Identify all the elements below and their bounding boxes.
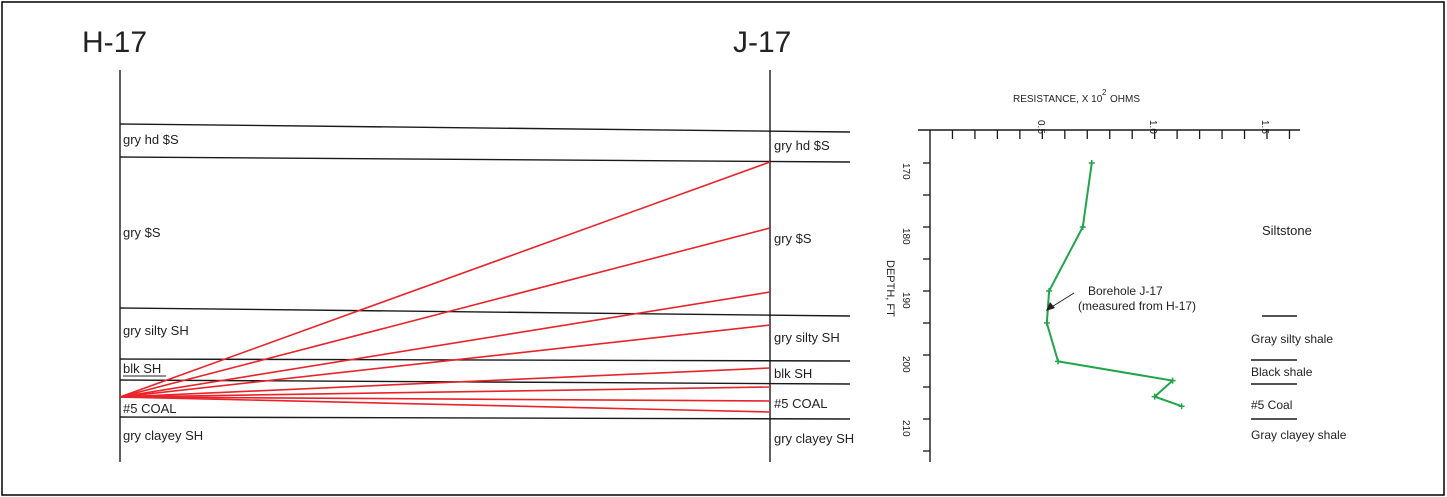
correlation-rays [119, 161, 771, 413]
callout-line-1: Borehole J-17 [1088, 284, 1163, 298]
well-title-right: J-17 [733, 26, 791, 59]
boundary-line [119, 358, 851, 362]
callout-arrowhead [1046, 302, 1055, 311]
curve-line [1045, 162, 1182, 408]
left-layer-label: gry hd $S [123, 132, 179, 147]
correlation-ray [119, 367, 771, 398]
curve-point [1043, 320, 1050, 326]
right-layer-label: blk SH [774, 366, 812, 381]
well-title-left: H-17 [82, 26, 147, 59]
curve-point [1088, 160, 1095, 166]
curve-point [1055, 358, 1062, 365]
right-layer-label: #5 COAL [774, 396, 827, 411]
left-layer-label: gry clayey SH [123, 428, 203, 443]
right-layer-label: gry silty SH [774, 330, 840, 345]
y-tick-label: 200 [900, 356, 911, 373]
y-tick-label: 170 [900, 163, 911, 180]
resistivity-curve [1043, 160, 1185, 410]
x-axis-superscript: 2 [1102, 88, 1107, 97]
lithology-label: Gray silty shale [1251, 332, 1333, 346]
boundary-line [119, 307, 851, 317]
boundary-line [119, 416, 851, 420]
x-axis-ticks [951, 130, 1291, 139]
resistivity-log: RESISTANCE, X 10 2 OHMS 0.5 1.0 1.5 170 … [884, 88, 1347, 462]
y-axis-title: DEPTH, FT [884, 260, 896, 317]
callout-leader [1049, 292, 1075, 309]
callout-line-2: (measured from H-17) [1078, 299, 1196, 313]
y-tick-label: 190 [900, 292, 911, 309]
left-layer-label: gry silty SH [123, 323, 189, 338]
y-axis-ticks [923, 162, 930, 452]
right-layer-label: gry clayey SH [774, 431, 854, 446]
boundary-line [119, 156, 851, 163]
right-layer-label: gry $S [774, 231, 812, 246]
correlation-ray [119, 324, 771, 398]
boundary-line [119, 379, 851, 385]
left-layer-label: gry $S [123, 225, 161, 240]
correlation-ray [119, 227, 771, 398]
x-tick-label: 1.5 [1259, 120, 1270, 134]
curve-point [1079, 224, 1086, 230]
layer-boundaries [119, 123, 851, 420]
left-layer-label: blk SH [123, 361, 161, 376]
correlation-ray [119, 161, 771, 398]
curve-point [1046, 288, 1053, 294]
lithology-label: Gray clayey shale [1251, 428, 1347, 442]
x-axis-title: RESISTANCE, X 10 [1013, 94, 1103, 105]
lithology-label: Siltstone [1262, 223, 1312, 238]
x-tick-label: 1.0 [1147, 120, 1158, 134]
left-layer-label: #5 COAL [123, 401, 176, 416]
y-tick-label: 180 [900, 228, 911, 245]
lithology-label: Black shale [1251, 365, 1313, 379]
correlation-ray [119, 396, 771, 402]
curve-point [1169, 377, 1176, 384]
correlation-ray [119, 396, 771, 413]
curve-point [1178, 403, 1185, 410]
correlation-ray [119, 386, 771, 398]
lithology-label: #5 Coal [1251, 398, 1292, 412]
correlation-ray [119, 291, 771, 398]
y-tick-label: 210 [900, 420, 911, 437]
boundary-line [119, 123, 851, 133]
curve-point [1151, 393, 1158, 400]
x-axis-unit: OHMS [1110, 94, 1140, 105]
right-layer-label: gry hd $S [774, 138, 830, 153]
x-tick-label: 0.5 [1035, 120, 1046, 134]
